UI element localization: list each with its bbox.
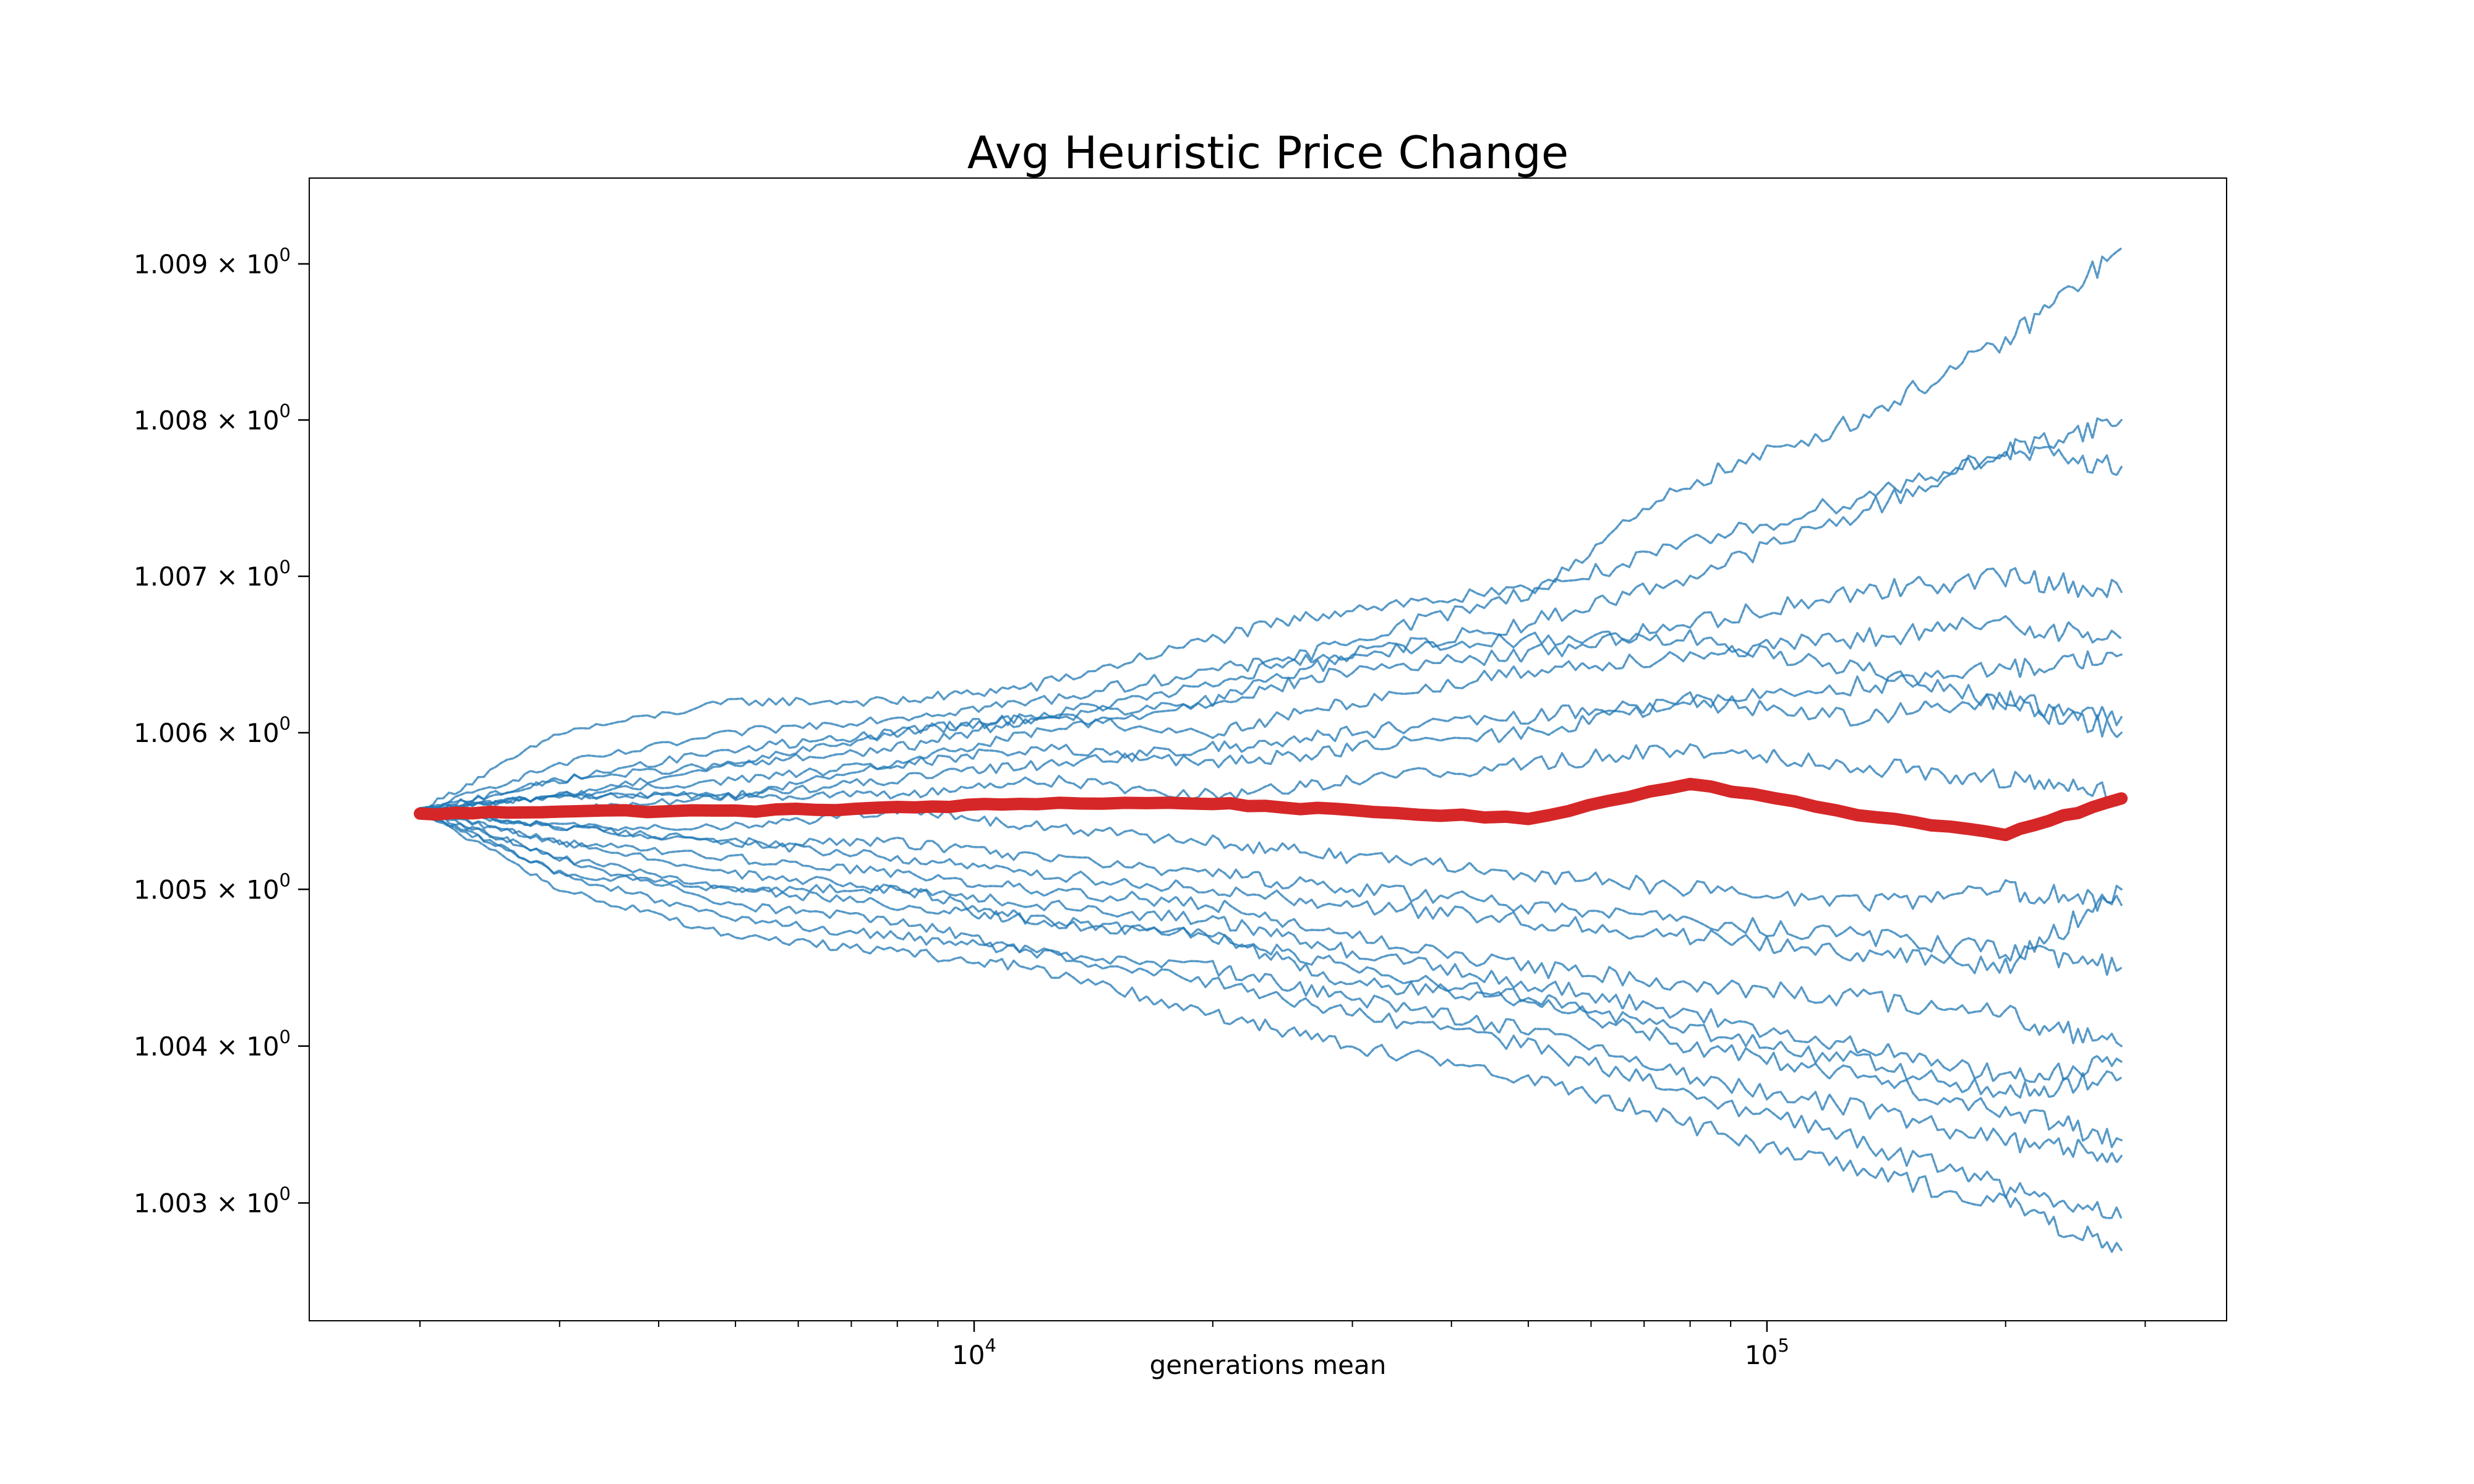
run-series-line (419, 808, 2123, 976)
run-series-line (419, 743, 2123, 816)
run-series-line (419, 809, 2123, 1099)
plot-frame (309, 177, 2227, 1321)
mean-series-line (414, 777, 2128, 842)
run-series-line (419, 691, 2123, 811)
y-tick-label: 1.005 × 100 (134, 869, 291, 905)
x-tick-label: 105 (1745, 1335, 1789, 1370)
run-series-line (419, 247, 2123, 812)
y-axis-ticks: 1.003 × 100 1.004 × 100 1.005 × 100 1.006 ×… (134, 244, 309, 1219)
series-layer (414, 247, 2128, 1253)
run-series-line (419, 805, 2123, 912)
run-series-line (419, 650, 2123, 812)
run-series-line (419, 615, 2123, 814)
x-axis-ticks: 104 105 (419, 1321, 2146, 1370)
run-series-line (419, 628, 2123, 813)
run-series-line (419, 811, 2123, 1220)
run-series-line (419, 567, 2123, 812)
y-tick-label: 1.009 × 100 (134, 244, 291, 279)
run-series-line (419, 811, 2123, 1148)
x-axis-label: generations mean (1150, 1350, 1387, 1380)
y-tick-label: 1.006 × 100 (134, 713, 291, 748)
run-series-line (419, 810, 2123, 1083)
x-tick-label: 104 (952, 1335, 996, 1370)
run-series-line (419, 417, 2123, 811)
y-tick-label: 1.003 × 100 (134, 1183, 291, 1219)
chart-title: Avg Heuristic Price Change (967, 127, 1569, 179)
run-series-line (419, 810, 2123, 1164)
run-series-line (419, 809, 2123, 1047)
run-series-line (419, 441, 2123, 811)
y-tick-label: 1.007 × 100 (134, 556, 291, 592)
y-tick-label: 1.004 × 100 (134, 1026, 291, 1062)
run-series-line (419, 811, 2123, 1253)
y-tick-label: 1.008 × 100 (134, 400, 291, 435)
